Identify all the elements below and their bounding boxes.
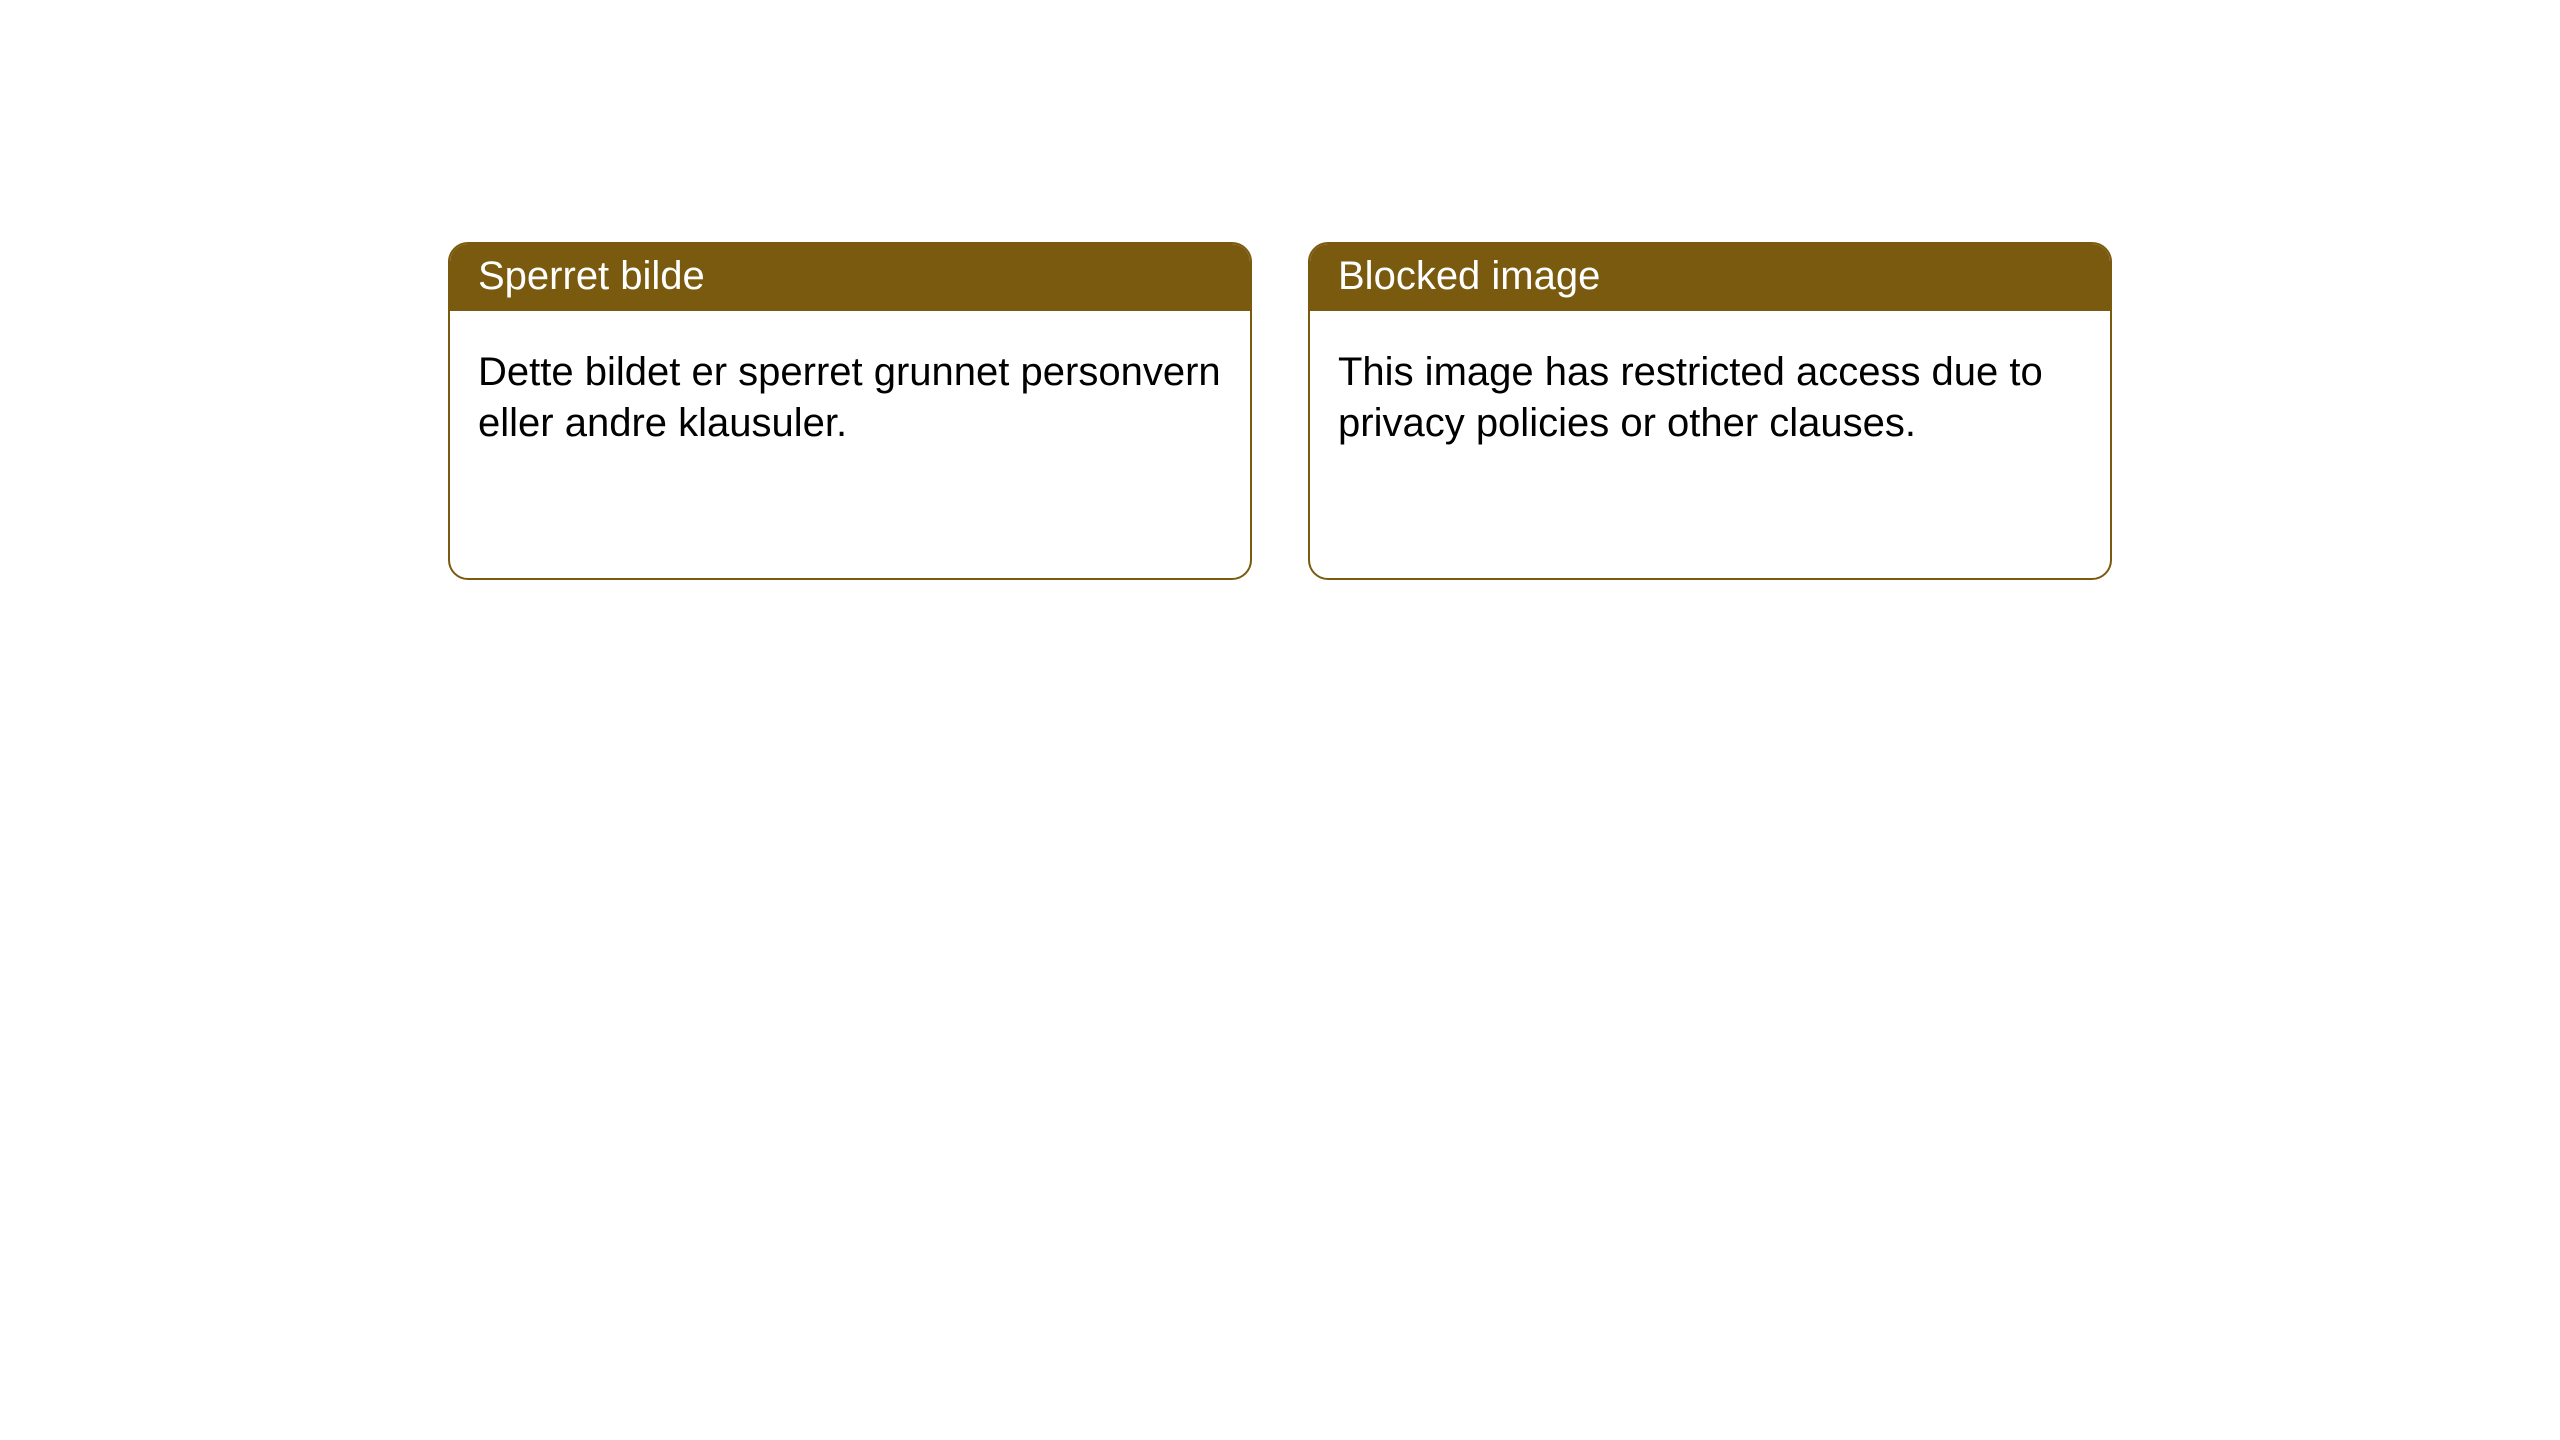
- notice-card-norwegian: Sperret bilde Dette bildet er sperret gr…: [448, 242, 1252, 580]
- notice-container: Sperret bilde Dette bildet er sperret gr…: [0, 0, 2560, 580]
- notice-card-header: Sperret bilde: [450, 244, 1250, 311]
- notice-card-body: Dette bildet er sperret grunnet personve…: [450, 311, 1250, 485]
- card-body-text: This image has restricted access due to …: [1338, 347, 2082, 449]
- card-title: Blocked image: [1338, 254, 1600, 298]
- notice-card-english: Blocked image This image has restricted …: [1308, 242, 2112, 580]
- card-body-text: Dette bildet er sperret grunnet personve…: [478, 347, 1222, 449]
- card-title: Sperret bilde: [478, 254, 705, 298]
- notice-card-header: Blocked image: [1310, 244, 2110, 311]
- notice-card-body: This image has restricted access due to …: [1310, 311, 2110, 485]
